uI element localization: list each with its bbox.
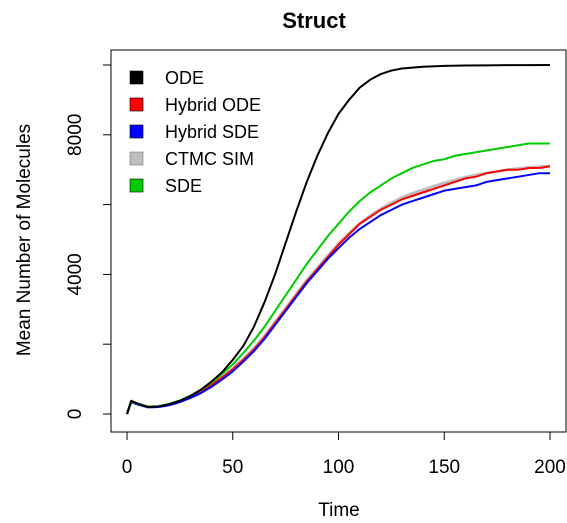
y-axis-label: Mean Number of Molecules [14, 124, 35, 356]
legend-label-1: Hybrid ODE [165, 95, 261, 115]
y-tick-label-2: 8000 [65, 114, 86, 156]
legend-label-2: Hybrid SDE [165, 122, 259, 142]
legend-swatch-0 [129, 70, 144, 85]
y-tick-label-0: 0 [65, 409, 86, 420]
series-lines [125, 64, 551, 415]
series-line-ctmc-sim [125, 164, 551, 415]
legend-label-0: ODE [165, 68, 204, 88]
x-tick-label-2: 100 [323, 457, 355, 478]
x-tick-label-1: 50 [222, 457, 243, 478]
series-line-hybrid-ode [126, 165, 551, 415]
x-tick-label-3: 150 [428, 457, 460, 478]
series-line-ode [126, 64, 551, 415]
x-axis: 0 50 100 150 200 [122, 432, 566, 478]
legend-label-4: SDE [165, 176, 202, 196]
y-axis: 0 4000 8000 [65, 64, 111, 420]
legend-swatch-4 [129, 178, 144, 193]
legend-swatch-1 [129, 97, 144, 112]
x-axis-label: Time [318, 500, 360, 521]
legend-swatch-2 [129, 124, 144, 139]
y-tick-label-1: 4000 [65, 253, 86, 295]
legend-label-3: CTMC SIM [165, 149, 254, 169]
chart-title: Struct [282, 8, 346, 33]
x-tick-label-0: 0 [122, 457, 133, 478]
legend-swatch-3 [129, 151, 144, 166]
legend: ODE Hybrid ODE Hybrid SDE CTMC SIM SDE [129, 68, 261, 196]
series-line-hybrid-sde [126, 172, 550, 415]
x-tick-label-4: 200 [534, 457, 566, 478]
